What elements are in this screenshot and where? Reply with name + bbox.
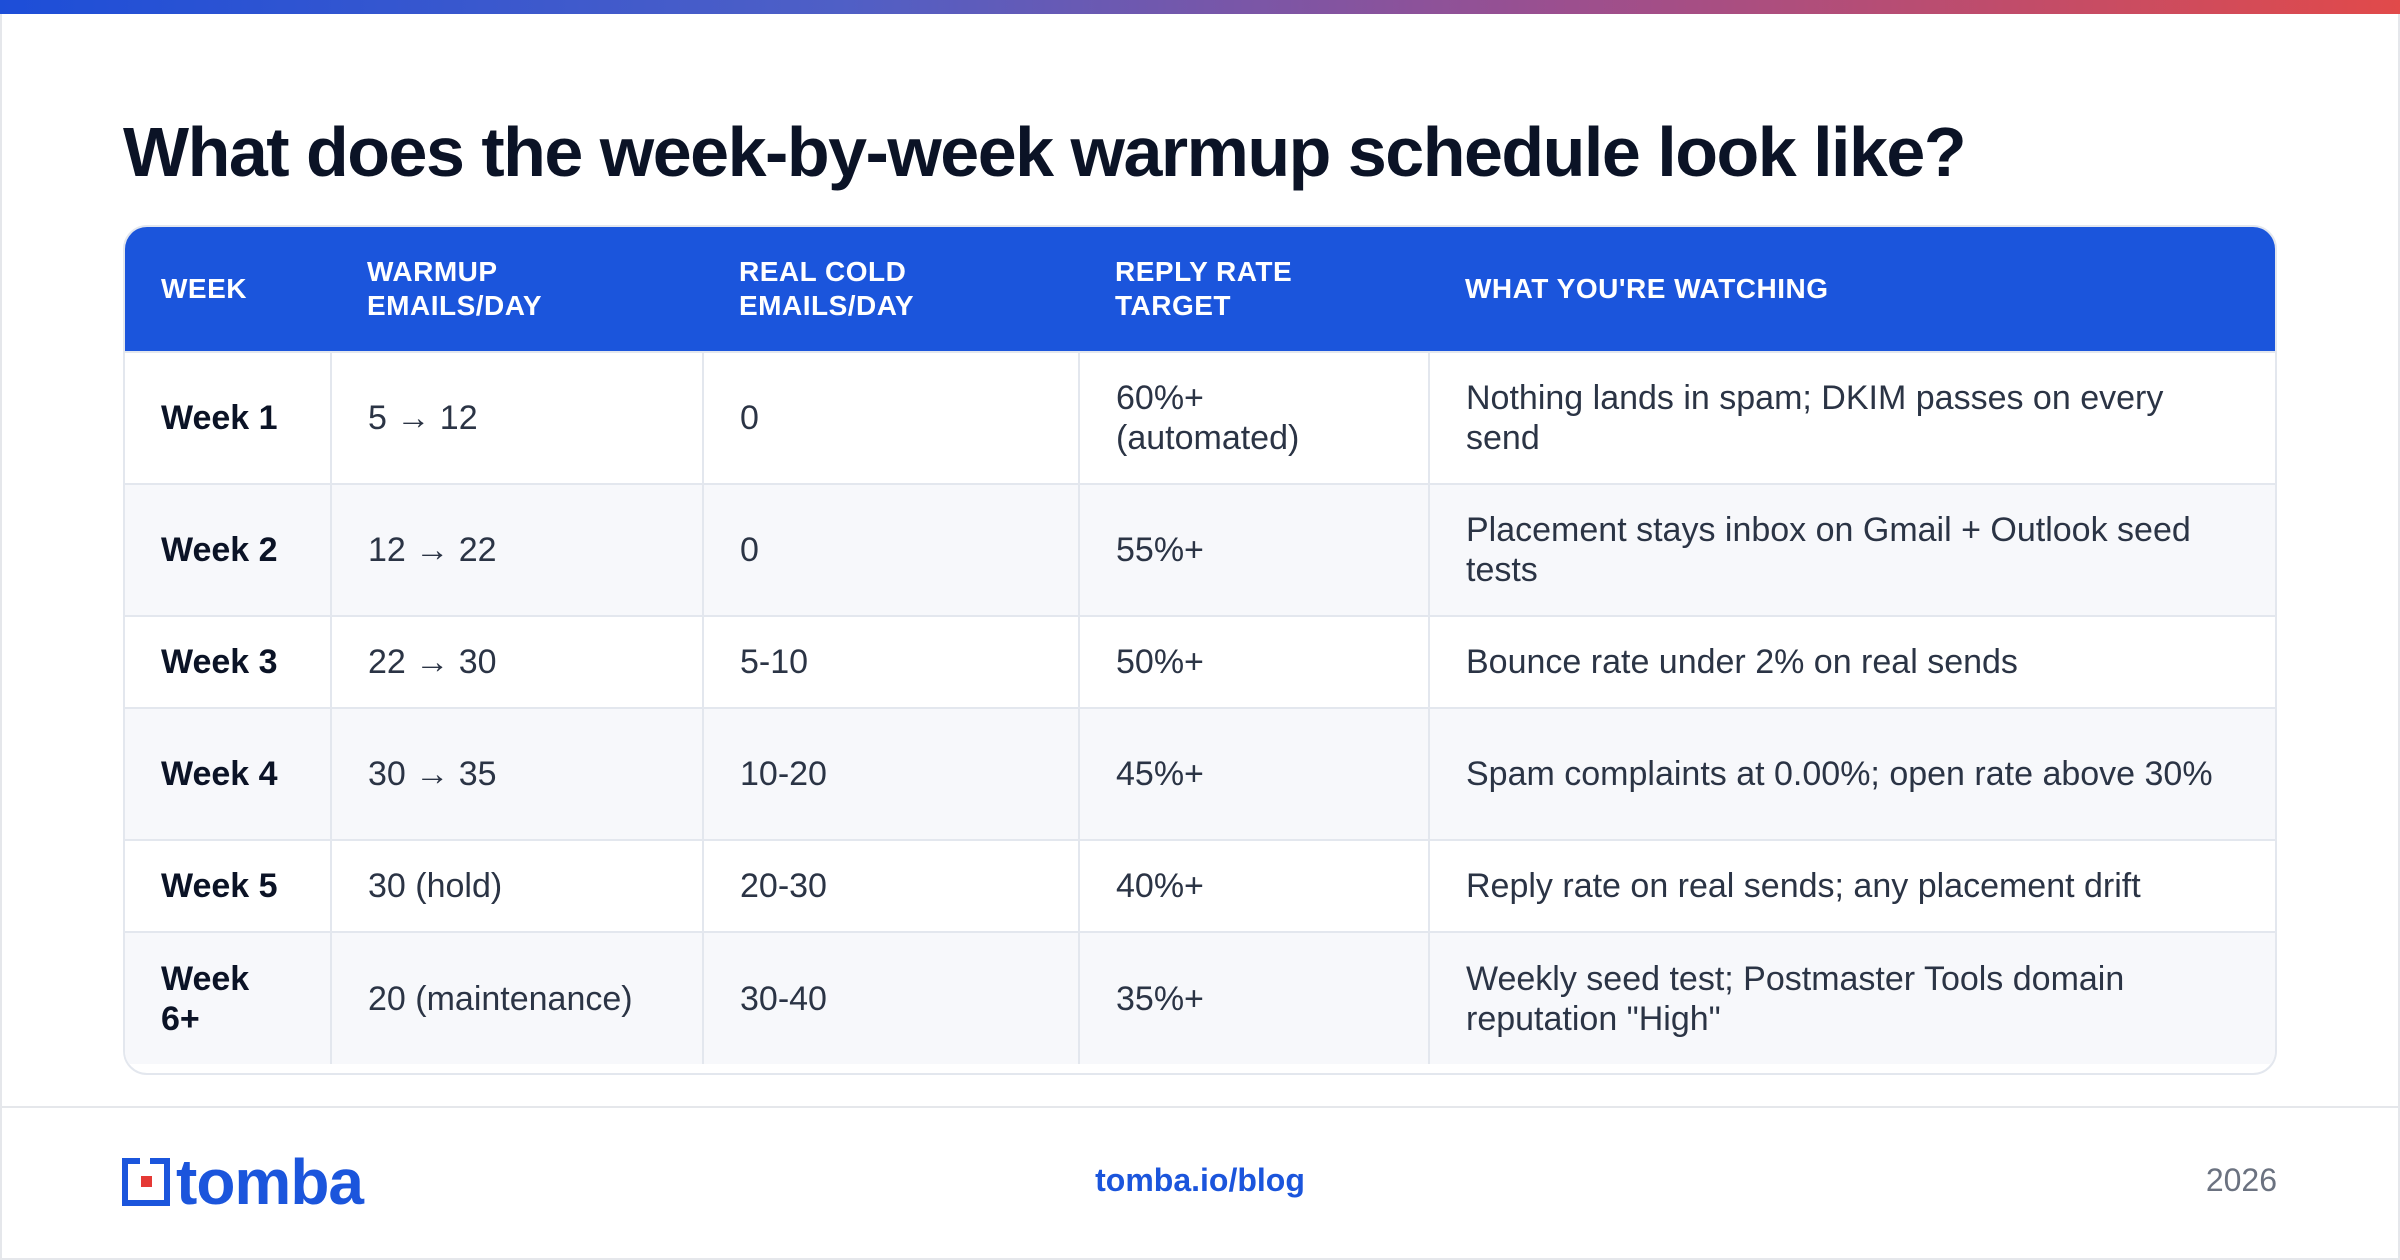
table-row: Week 6+ 20 (maintenance) 30-40 35%+ Week… (125, 931, 2275, 1064)
top-gradient-bar (0, 0, 2400, 14)
cell-cold: 10-20 (702, 707, 1079, 840)
cell-watching: Placement stays inbox on Gmail + Outlook… (1428, 483, 2275, 616)
cell-watching: Reply rate on real sends; any placement … (1428, 839, 2275, 932)
header-week: WEEK (125, 227, 331, 352)
header-reply-rate-target: REPLY RATE TARGET (1079, 227, 1429, 352)
schedule-table: WEEK WARMUP EMAILS/DAY REAL COLD EMAILS/… (125, 227, 2275, 1064)
table-row: Week 4 30 → 35 10-20 45%+ Spam complaint… (125, 707, 2275, 840)
header-warmup-emails: WARMUP EMAILS/DAY (331, 227, 703, 352)
table-row: Week 1 5 → 12 0 60%+ (automated) Nothing… (125, 351, 2275, 484)
cell-reply: 50%+ (1078, 615, 1429, 708)
cell-week: Week 3 (125, 615, 331, 708)
cell-warmup: 20 (maintenance) (330, 931, 703, 1064)
tomba-logo[interactable]: tomba (122, 1146, 364, 1218)
page-title: What does the week-by-week warmup schedu… (123, 113, 1967, 191)
cell-reply: 55%+ (1078, 483, 1429, 616)
cell-week: Week 6+ (125, 931, 331, 1064)
cell-cold: 0 (702, 483, 1079, 616)
logo-text: tomba (176, 1146, 364, 1218)
table-row: Week 3 22 → 30 5-10 50%+ Bounce rate und… (125, 615, 2275, 708)
cell-watching: Bounce rate under 2% on real sends (1428, 615, 2275, 708)
cell-reply: 40%+ (1078, 839, 1429, 932)
cell-warmup: 12 → 22 (330, 483, 703, 616)
cell-cold: 30-40 (702, 931, 1079, 1064)
cell-week: Week 2 (125, 483, 331, 616)
cell-cold: 0 (702, 351, 1079, 484)
cell-watching: Nothing lands in spam; DKIM passes on ev… (1428, 351, 2275, 484)
cell-watching: Weekly seed test; Postmaster Tools domai… (1428, 931, 2275, 1064)
header-what-watching: WHAT YOU'RE WATCHING (1429, 227, 2275, 352)
cell-watching: Spam complaints at 0.00%; open rate abov… (1428, 707, 2275, 840)
table-header-row: WEEK WARMUP EMAILS/DAY REAL COLD EMAILS/… (125, 227, 2275, 352)
table-row: Week 5 30 (hold) 20-30 40%+ Reply rate o… (125, 839, 2275, 932)
cell-warmup: 30 (hold) (330, 839, 703, 932)
cell-reply: 45%+ (1078, 707, 1429, 840)
cell-cold: 20-30 (702, 839, 1079, 932)
footer-divider (0, 1106, 2400, 1108)
header-real-cold-emails: REAL COLD EMAILS/DAY (703, 227, 1079, 352)
cell-week: Week 1 (125, 351, 331, 484)
cell-week: Week 4 (125, 707, 331, 840)
cell-warmup: 22 → 30 (330, 615, 703, 708)
tomba-logo-icon (122, 1158, 170, 1206)
cell-reply: 35%+ (1078, 931, 1429, 1064)
cell-week: Week 5 (125, 839, 331, 932)
table-row: Week 2 12 → 22 0 55%+ Placement stays in… (125, 483, 2275, 616)
cell-cold: 5-10 (702, 615, 1079, 708)
schedule-table-container: WEEK WARMUP EMAILS/DAY REAL COLD EMAILS/… (123, 225, 2277, 1075)
cell-reply: 60%+ (automated) (1078, 351, 1429, 484)
footer-year: 2026 (2205, 1162, 2277, 1198)
cell-warmup: 5 → 12 (330, 351, 703, 484)
blog-link[interactable]: tomba.io/blog (1095, 1162, 1305, 1198)
cell-warmup: 30 → 35 (330, 707, 703, 840)
